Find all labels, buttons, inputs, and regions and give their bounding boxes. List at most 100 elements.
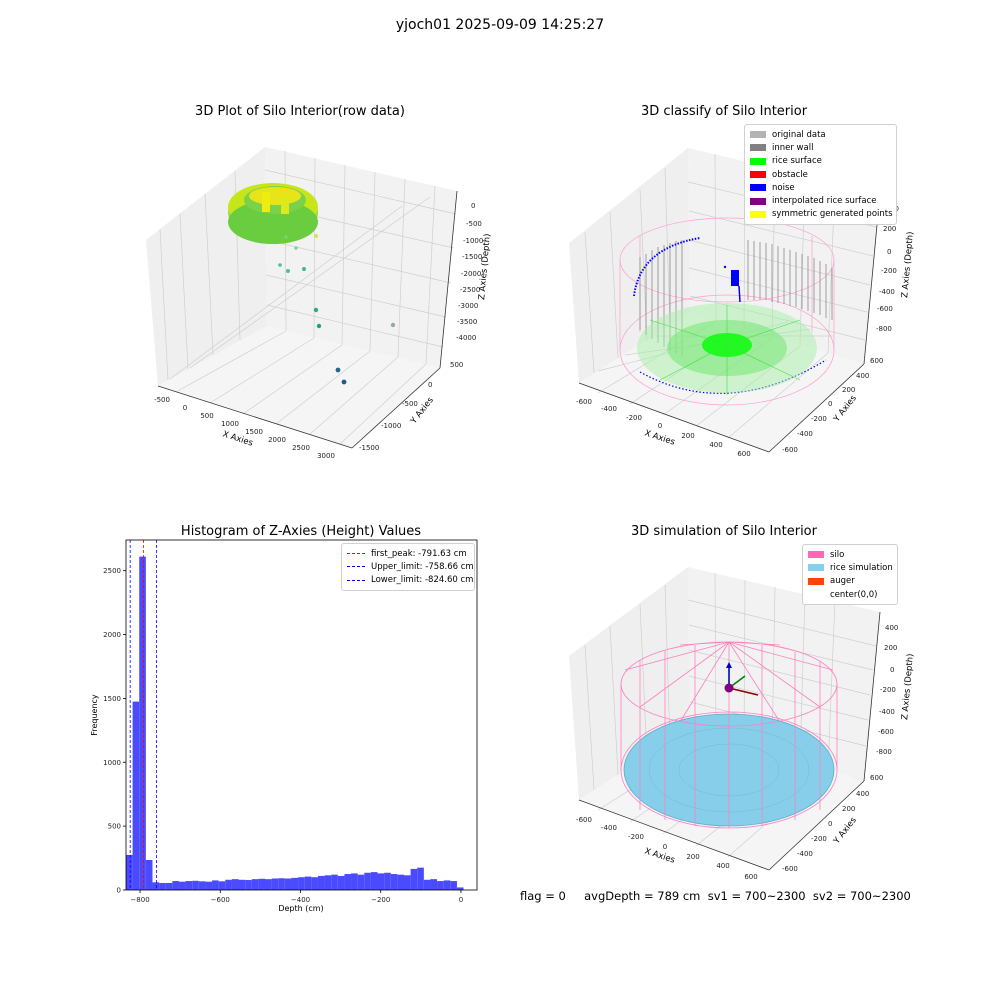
- histogram-bar: [317, 875, 325, 890]
- histogram-bar: [351, 873, 358, 890]
- histogram-bar: [291, 877, 299, 890]
- p1-xtick-0: -500: [154, 396, 170, 404]
- legend-item-first-peak: first_peak: -791.63 cm: [347, 547, 469, 560]
- histogram-xtick-label: −200: [371, 896, 390, 904]
- p1-ztick-2: -1000: [463, 237, 483, 245]
- panel1-point-cloud: [228, 183, 396, 385]
- histogram-ytick-label: 0: [117, 887, 121, 895]
- p1-xtick-3: 1000: [221, 420, 239, 428]
- legend-item-rice-simulation: rice simulation: [808, 561, 893, 574]
- p1-ytick-4: -1500: [359, 444, 379, 452]
- panel1-axis-lines: [157, 190, 458, 449]
- p4-ytick-3: 0: [828, 820, 832, 828]
- legend-item-symmetric-generated-points: symmetric generated points: [750, 208, 893, 221]
- panel2-noise-bottom: [639, 359, 827, 394]
- p2-xtick-0: -600: [576, 398, 592, 406]
- histogram-bar: [357, 874, 365, 890]
- panel4-silo-wireframe: [620, 641, 838, 829]
- panel3-title: Histogram of Z-Axies (Height) Values: [180, 524, 422, 539]
- p2-ytick-0: 600: [870, 357, 883, 365]
- p2-ztick-2: -200: [881, 267, 897, 275]
- histogram-bar: [337, 875, 345, 890]
- histogram-xtick-label: −600: [211, 896, 230, 904]
- p2-ztick-1: 0: [887, 248, 891, 256]
- histogram-bar: [370, 872, 378, 890]
- histogram-bar: [430, 879, 438, 890]
- histogram-bar: [298, 877, 305, 890]
- histogram-bar: [126, 854, 133, 890]
- histogram-bar: [264, 879, 272, 890]
- histogram-bar: [284, 878, 292, 890]
- legend-item-auger: auger: [808, 575, 892, 588]
- panel1-floor-pane: [158, 326, 440, 448]
- panel2-noise-cluster: [723, 265, 741, 303]
- histogram-bar: [271, 878, 279, 890]
- p1-ztick-4: -2000: [461, 270, 481, 278]
- histogram-bar: [238, 879, 246, 890]
- histogram-bar: [390, 874, 398, 890]
- histogram-bar: [423, 879, 431, 890]
- histogram-bar: [165, 882, 173, 890]
- p2-ytick-4: -200: [811, 415, 827, 423]
- histogram-bar: [225, 879, 232, 890]
- p1-xtick-1: 0: [183, 404, 187, 412]
- histogram-legend: first_peak: -791.63 cm Upper_limit: -758…: [341, 543, 475, 591]
- legend-item-upper-limit: Upper_limit: -758.66 cm: [347, 560, 474, 573]
- p4-ytick-5: -400: [797, 850, 813, 858]
- histogram-bar: [212, 880, 219, 890]
- histogram-bar: [403, 875, 411, 890]
- p2-ytick-2: 200: [842, 386, 855, 394]
- p2-xtick-1: -400: [601, 405, 617, 413]
- p2-xlabel: X Axies: [643, 428, 676, 447]
- histogram-bar: [364, 872, 371, 890]
- histogram-ytick-label: 1000: [103, 759, 121, 767]
- histogram-bar: [245, 880, 252, 890]
- p4-ztick-3: -200: [880, 686, 896, 694]
- histogram-bar: [258, 878, 265, 890]
- p4-ytick-4: -200: [811, 835, 827, 843]
- histogram-bar: [437, 881, 444, 890]
- histogram-bar: [218, 881, 226, 890]
- panel2-title: 3D classify of Silo Interior: [640, 104, 808, 119]
- p4-ztick-0: 400: [885, 624, 898, 632]
- histogram-bar: [456, 887, 464, 890]
- legend-item-lower-limit: Lower_limit: -824.60 cm: [347, 574, 473, 587]
- legend-item-obstacle: obstacle: [750, 168, 891, 181]
- histogram-bar: [139, 556, 146, 890]
- panel4-legend: silo rice simulation auger center(0,0): [802, 544, 898, 606]
- histogram-bar: [324, 875, 332, 890]
- legend-item-interpolated-rice-surface: interpolated rice surface: [750, 194, 891, 207]
- histogram-bar: [198, 881, 206, 890]
- p2-ytick-5: -400: [797, 430, 813, 438]
- status-text: flag = 0 avgDepth = 789 cm sv1 = 700~230…: [520, 889, 911, 903]
- p4-ytick-1: 400: [856, 790, 869, 798]
- histogram-frame: [125, 539, 478, 891]
- histogram-bar: [443, 880, 451, 890]
- p4-ytick-6: -600: [782, 865, 798, 873]
- p1-xtick-6: 2500: [292, 444, 310, 452]
- p2-xtick-4: 200: [681, 432, 694, 440]
- histogram-bar: [311, 877, 318, 890]
- p2-zlabel: Z Axies (Depth): [900, 231, 916, 298]
- legend-item-noise: noise: [750, 181, 891, 194]
- p4-ztick-6: -800: [876, 748, 892, 756]
- histogram-ytick-label: 500: [108, 823, 121, 831]
- histogram-bar: [251, 879, 259, 890]
- panel4-auger: [724, 662, 759, 696]
- histogram-xtick-label: −800: [130, 896, 149, 904]
- p1-ytick-3: -1000: [381, 422, 401, 430]
- histogram-bar: [132, 701, 140, 890]
- panel4-axis-lines: [578, 611, 881, 871]
- histogram-bar: [145, 859, 153, 890]
- histogram-bar: [344, 874, 352, 890]
- histogram-ytick-label: 2000: [103, 631, 121, 639]
- histogram-bars: [126, 556, 464, 890]
- p1-ztick-3: -1500: [462, 253, 482, 261]
- panel2-rice-surface: [637, 303, 817, 395]
- p4-xtick-2: -200: [628, 833, 644, 841]
- histogram-threshold-lines: [129, 540, 158, 890]
- histogram-bar: [152, 882, 160, 890]
- p4-ztick-1: 200: [884, 644, 897, 652]
- p4-ztick-5: -600: [878, 728, 894, 736]
- histogram-bar: [450, 881, 457, 890]
